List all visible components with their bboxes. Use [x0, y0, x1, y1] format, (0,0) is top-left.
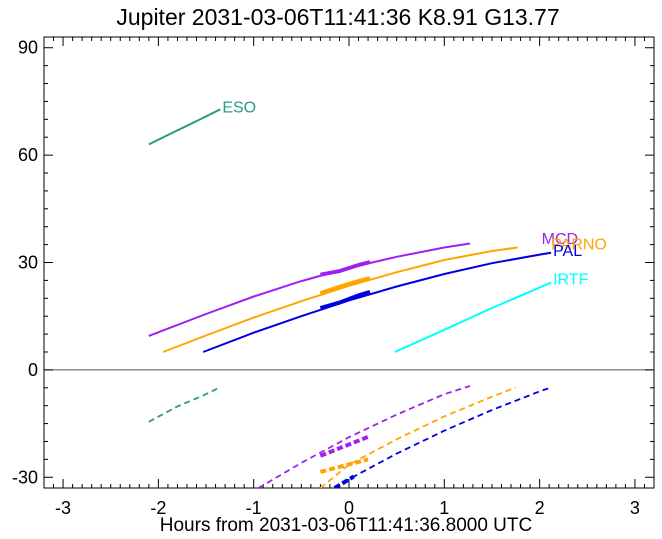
x-tick-label: -2	[150, 498, 166, 518]
series-line-pal	[202, 251, 552, 353]
series-dashed-pal	[334, 386, 552, 488]
series-label-mcd: MCD	[542, 231, 578, 248]
plot-frame	[43, 36, 655, 489]
series-label-irtf: IRTF	[553, 271, 588, 288]
y-tick-label: 30	[18, 253, 38, 273]
x-axis-title: Hours from 2031-03-06T11:41:36.8000 UTC	[160, 515, 532, 536]
y-tick-label: 0	[28, 360, 38, 380]
series-line-mcd	[148, 242, 471, 337]
series-label-parno: PARNO	[551, 236, 607, 253]
series-dashed-highlight-mcd	[319, 434, 371, 458]
chart-title: Jupiter 2031-03-06T11:41:36 K8.91 G13.77	[116, 4, 559, 30]
series-highlight-parno	[319, 276, 371, 296]
x-axis: -3 -2 -1 0 1 2 3	[43, 37, 655, 518]
series-dashed-mcd	[258, 385, 471, 488]
series-dashed-highlight-pal	[333, 474, 355, 488]
series-dashed-eso	[148, 386, 221, 423]
x-tick-label: -3	[55, 498, 71, 518]
x-tick-label: -1	[246, 498, 262, 518]
plot-border	[43, 36, 655, 489]
x-tick-label: 2	[535, 498, 545, 518]
series-highlight-mcd	[320, 260, 371, 277]
series-dashed-highlight-parno	[319, 457, 369, 474]
series-line-parno	[162, 246, 518, 353]
series-line-irtf	[394, 281, 552, 353]
y-tick-label: 90	[18, 38, 38, 58]
y-tick-label: 60	[18, 145, 38, 165]
x-tick-label: 3	[630, 498, 640, 518]
series-group	[148, 108, 552, 488]
series-line-eso	[148, 108, 221, 146]
series-dashed-parno	[319, 386, 517, 488]
y-tick-label: -30	[12, 467, 38, 487]
x-tick-label: 1	[439, 498, 449, 518]
x-tick-label: 0	[344, 498, 354, 518]
y-axis: -30 0 30 60 90	[12, 38, 654, 487]
series-label-pal: PAL	[553, 243, 582, 260]
series-label-eso: ESO	[222, 100, 256, 117]
series-highlight-pal	[319, 289, 371, 310]
